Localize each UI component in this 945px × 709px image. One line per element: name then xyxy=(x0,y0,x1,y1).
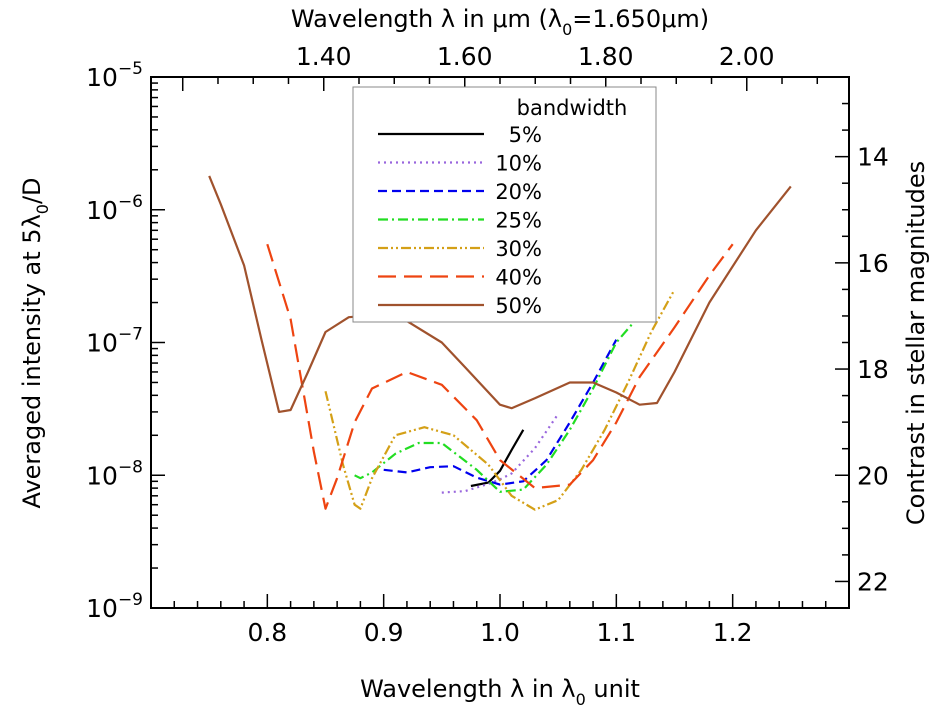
legend-label: 10% xyxy=(495,152,542,176)
y-tick-label: 10−5 xyxy=(86,59,143,92)
legend-label: 25% xyxy=(495,209,542,233)
y-tick-label: 10−9 xyxy=(86,590,143,623)
x-tick-label: 0.9 xyxy=(364,618,404,647)
legend-label: 5% xyxy=(509,123,542,147)
top-tick-label: 1.40 xyxy=(296,42,352,71)
series-line-20pct xyxy=(383,339,618,486)
legend-label: 40% xyxy=(495,266,542,290)
series-line-25pct xyxy=(354,314,641,493)
x-tick-label: 1.1 xyxy=(596,618,636,647)
right-tick-label: 14 xyxy=(857,143,889,172)
y-tick-label: 10−7 xyxy=(86,325,143,358)
axis-ticks xyxy=(150,77,850,609)
right-tick-label: 22 xyxy=(857,567,889,596)
x-tick-label: 0.8 xyxy=(247,618,287,647)
top-tick-label: 2.00 xyxy=(719,42,775,71)
series-lines xyxy=(208,175,792,511)
right-tick-label: 20 xyxy=(857,461,889,490)
x-axis-title: Wavelength λ in λ0 unit xyxy=(360,675,640,709)
top-tick-label: 1.60 xyxy=(437,42,493,71)
legend-box xyxy=(352,86,657,323)
y-tick-label: 10−8 xyxy=(86,457,143,490)
right-tick-label: 18 xyxy=(857,355,889,384)
legend-label: 20% xyxy=(495,180,542,204)
series-line-50pct xyxy=(208,175,792,413)
legend: bandwidth 5% 10% 20% 25% 30% 40% 50% xyxy=(352,86,657,323)
y-axis-title: Averaged intensity at 5λ0/D xyxy=(18,177,52,508)
legend-label: 30% xyxy=(495,237,542,261)
right-tick-label: 16 xyxy=(857,249,889,278)
y-tick-label: 10−6 xyxy=(86,192,143,225)
right-axis-title: Contrast in stellar magnitudes xyxy=(902,161,930,525)
legend-title: bandwidth xyxy=(517,96,628,120)
series-line-5pct xyxy=(470,429,525,488)
series-line-30pct xyxy=(324,289,676,511)
top-axis-title: Wavelength λ in μm (λ0=1.650μm) xyxy=(291,5,709,39)
series-line-40pct xyxy=(266,243,734,510)
x-tick-label: 1.2 xyxy=(713,618,753,647)
legend-label: 50% xyxy=(495,294,542,318)
top-tick-label: 1.80 xyxy=(578,42,634,71)
axis-tick-labels: 0.8 0.9 1.0 1.1 1.2 1.40 1.60 1.80 2.00 10−9 10−8 1… xyxy=(86,42,889,647)
x-tick-label: 1.0 xyxy=(480,618,520,647)
